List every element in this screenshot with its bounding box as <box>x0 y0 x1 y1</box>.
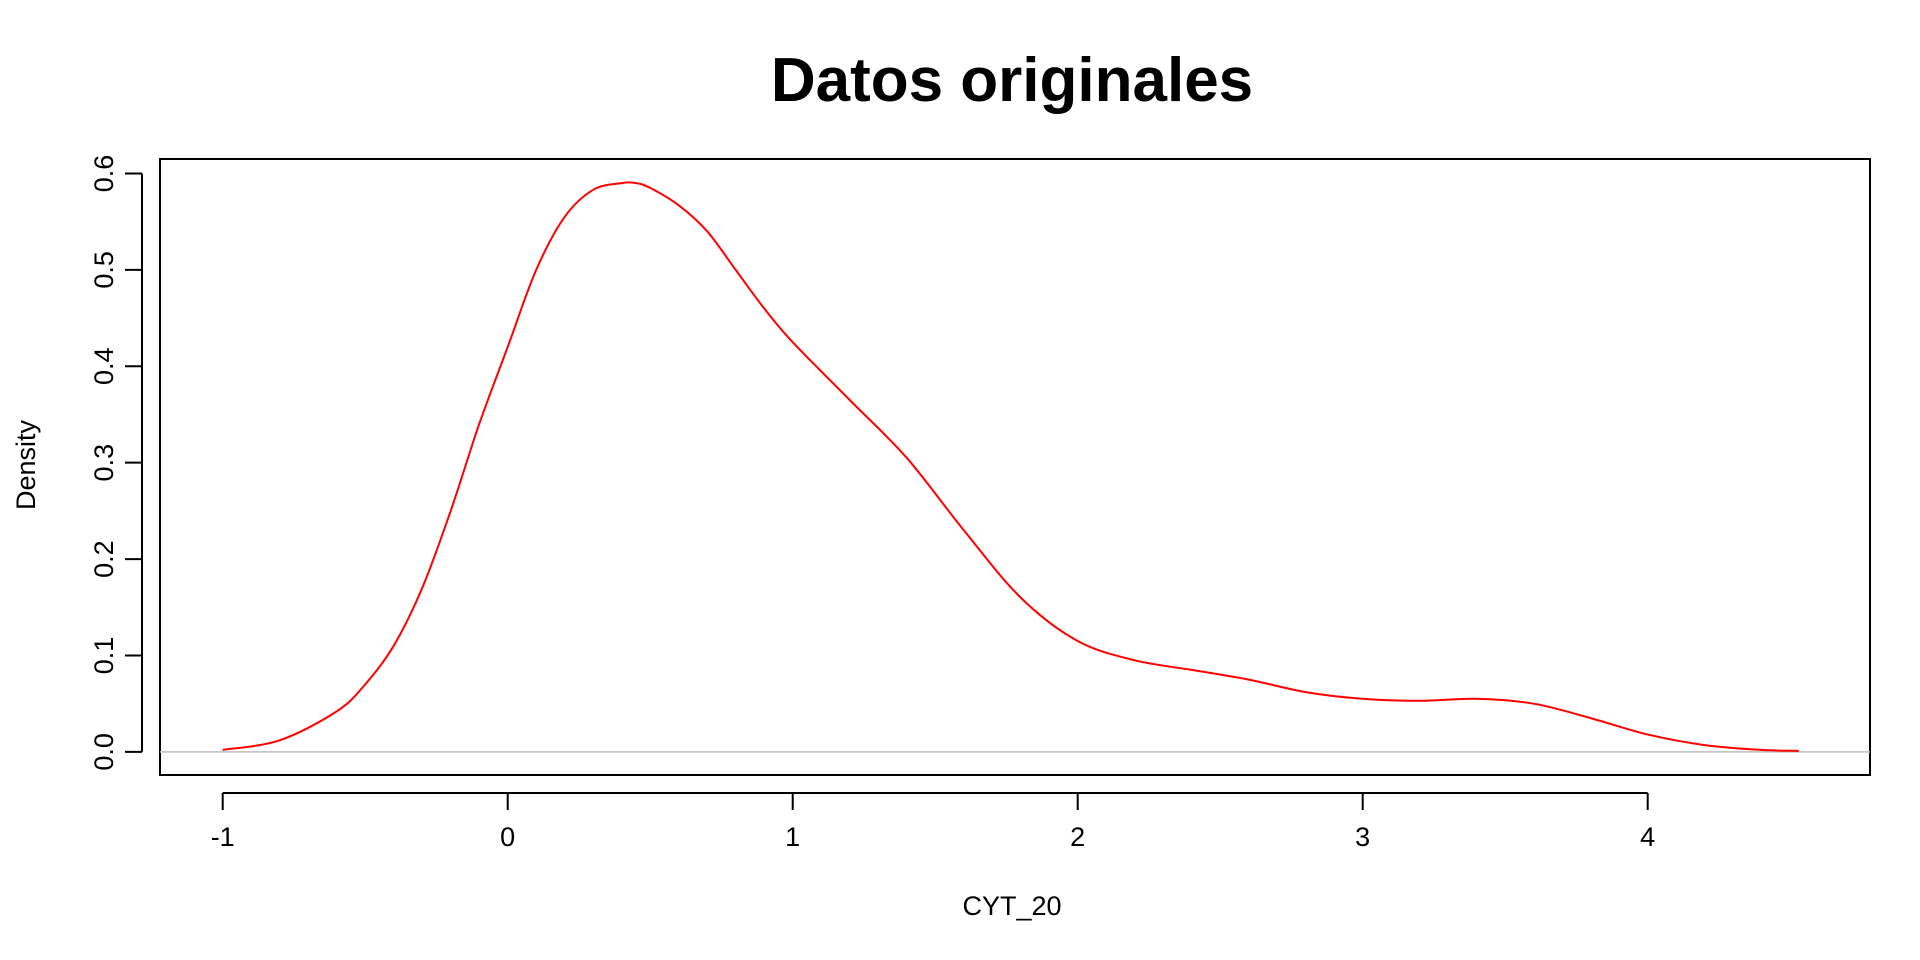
y-tick-label: 0.0 <box>89 733 119 771</box>
x-axis-title: CYT_20 <box>962 891 1061 921</box>
y-tick-label: 0.6 <box>89 155 119 193</box>
y-tick-label: 0.2 <box>89 540 119 578</box>
y-tick-label: 0.5 <box>89 251 119 289</box>
x-tick-label: 4 <box>1640 822 1655 852</box>
density-line <box>222 181 1799 752</box>
chart-title: Datos originales <box>771 46 1253 115</box>
y-tick-label: 0.1 <box>89 637 119 675</box>
x-tick-label: 0 <box>500 822 515 852</box>
x-tick-label: 1 <box>785 822 800 852</box>
plot-frame <box>159 158 1871 776</box>
x-tick-label: 2 <box>1070 822 1085 852</box>
y-tick-label: 0.3 <box>89 444 119 482</box>
plot-area: -1 0 1 2 3 4 0.0 0.1 0.2 0.3 0.4 0.5 0.6 <box>89 155 1871 852</box>
y-axis-title: Density <box>11 419 41 510</box>
y-tick-label: 0.4 <box>89 347 119 385</box>
x-tick-label: 3 <box>1355 822 1370 852</box>
x-tick-label: -1 <box>211 822 235 852</box>
